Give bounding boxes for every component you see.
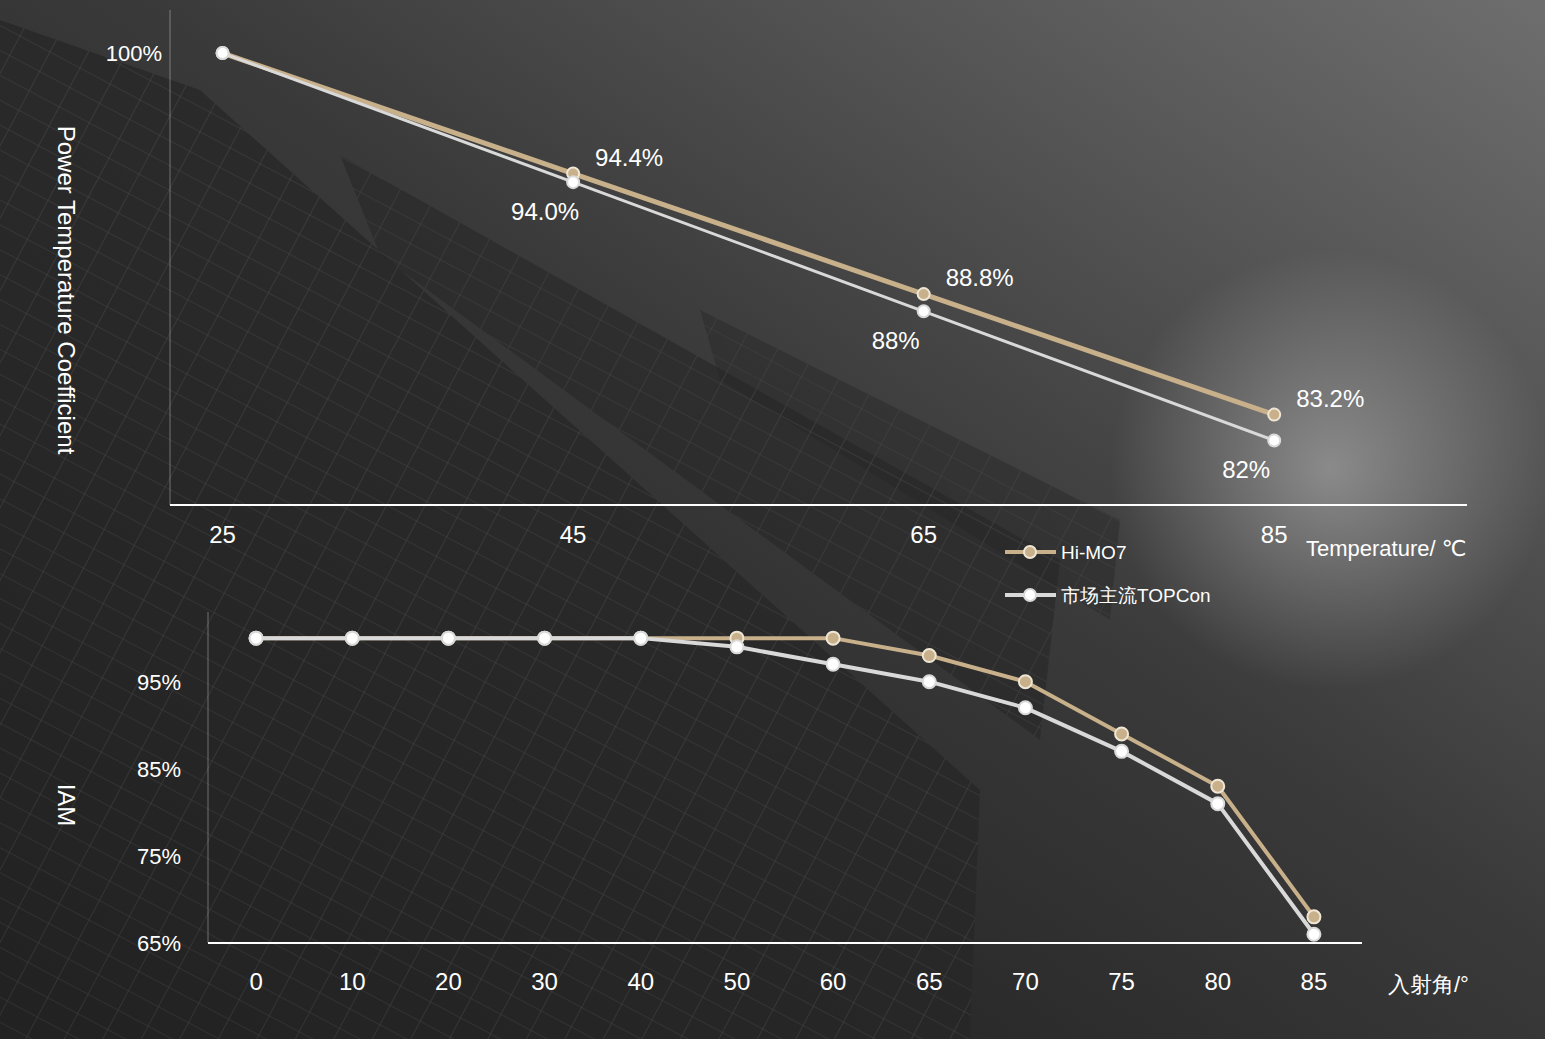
x-tick-label: 85 [1301, 968, 1328, 995]
data-label: 88% [872, 327, 920, 354]
x-tick-label: 20 [435, 968, 462, 995]
point [217, 47, 229, 59]
y-tick-label: 100% [106, 41, 162, 66]
series-line [256, 638, 1314, 934]
point [827, 658, 840, 671]
legend-label: 市场主流TOPCon [1061, 585, 1211, 606]
x-tick-label: 75 [1108, 968, 1135, 995]
x-axis [208, 942, 1362, 944]
x-tick-label: 40 [627, 968, 654, 995]
point [918, 305, 930, 317]
sun-glow [1110, 250, 1545, 690]
point [442, 632, 455, 645]
y-tick-label: 85% [137, 757, 181, 782]
point [250, 632, 263, 645]
y-axis-title: IAM [53, 784, 80, 827]
legend-marker [1024, 546, 1036, 558]
point [538, 632, 551, 645]
data-label: 83.2% [1296, 385, 1364, 412]
point [827, 632, 840, 645]
x-tick-label: 45 [560, 521, 587, 548]
x-tick-label: 50 [724, 968, 751, 995]
data-label: 88.8% [946, 264, 1014, 291]
point [346, 632, 359, 645]
point [567, 176, 579, 188]
series-line [256, 638, 1314, 917]
point [923, 649, 936, 662]
x-tick-label: 65 [910, 521, 937, 548]
plot-area [217, 47, 1281, 446]
data-label: 82% [1222, 456, 1270, 483]
point [1115, 745, 1128, 758]
point [1268, 434, 1280, 446]
point [1115, 727, 1128, 740]
legend-label: Hi-MO7 [1061, 542, 1126, 563]
x-tick-label: 70 [1012, 968, 1039, 995]
point [1307, 910, 1320, 923]
legend: Hi-MO7 市场主流TOPCon [1005, 542, 1211, 606]
point [1307, 928, 1320, 941]
x-tick-label: 80 [1204, 968, 1231, 995]
point [250, 632, 263, 645]
chart-2: 0 10 20 30 40 50 60 65 70 75 80 85 65% 75% 85% 95% 入射角/°… [53, 612, 1469, 997]
point [346, 632, 359, 645]
data-label: 94.0% [511, 198, 579, 225]
y-tick-label: 65% [137, 931, 181, 956]
y-tick-label: 75% [137, 844, 181, 869]
point [538, 632, 551, 645]
y-axis-title: Power Temperature Coefficient [53, 126, 80, 455]
y-axis [170, 10, 171, 505]
point [923, 675, 936, 688]
point [634, 632, 647, 645]
point [1211, 780, 1224, 793]
series-line [223, 53, 1275, 415]
point [1019, 675, 1032, 688]
x-tick-label: 30 [531, 968, 558, 995]
x-tick-label: 0 [249, 968, 262, 995]
point [217, 47, 229, 59]
x-tick-label: 85 [1261, 521, 1288, 548]
x-tick-label: 25 [209, 521, 236, 548]
x-axis-title: Temperature/ ℃ [1306, 536, 1466, 561]
point [918, 288, 930, 300]
x-tick-label: 10 [339, 968, 366, 995]
data-label: 94.4% [595, 144, 663, 171]
point [1019, 701, 1032, 714]
point [442, 632, 455, 645]
plot-area [250, 632, 1321, 941]
point [1211, 797, 1224, 810]
chart-canvas: 25 45 65 85 100% Temperature/ ℃ Power Temperat… [0, 0, 1545, 1039]
y-tick-label: 95% [137, 670, 181, 695]
point [634, 632, 647, 645]
chart-1: 25 45 65 85 100% Temperature/ ℃ Power Temperat… [53, 10, 1467, 606]
series-line [223, 53, 1275, 440]
x-axis-title: 入射角/° [1388, 972, 1469, 997]
y-axis [208, 612, 209, 943]
point [730, 640, 743, 653]
x-tick-label: 60 [820, 968, 847, 995]
panel-decor [700, 310, 1120, 620]
legend-marker [1024, 589, 1036, 601]
point [1268, 409, 1280, 421]
x-tick-label: 65 [916, 968, 943, 995]
x-axis [170, 504, 1467, 506]
